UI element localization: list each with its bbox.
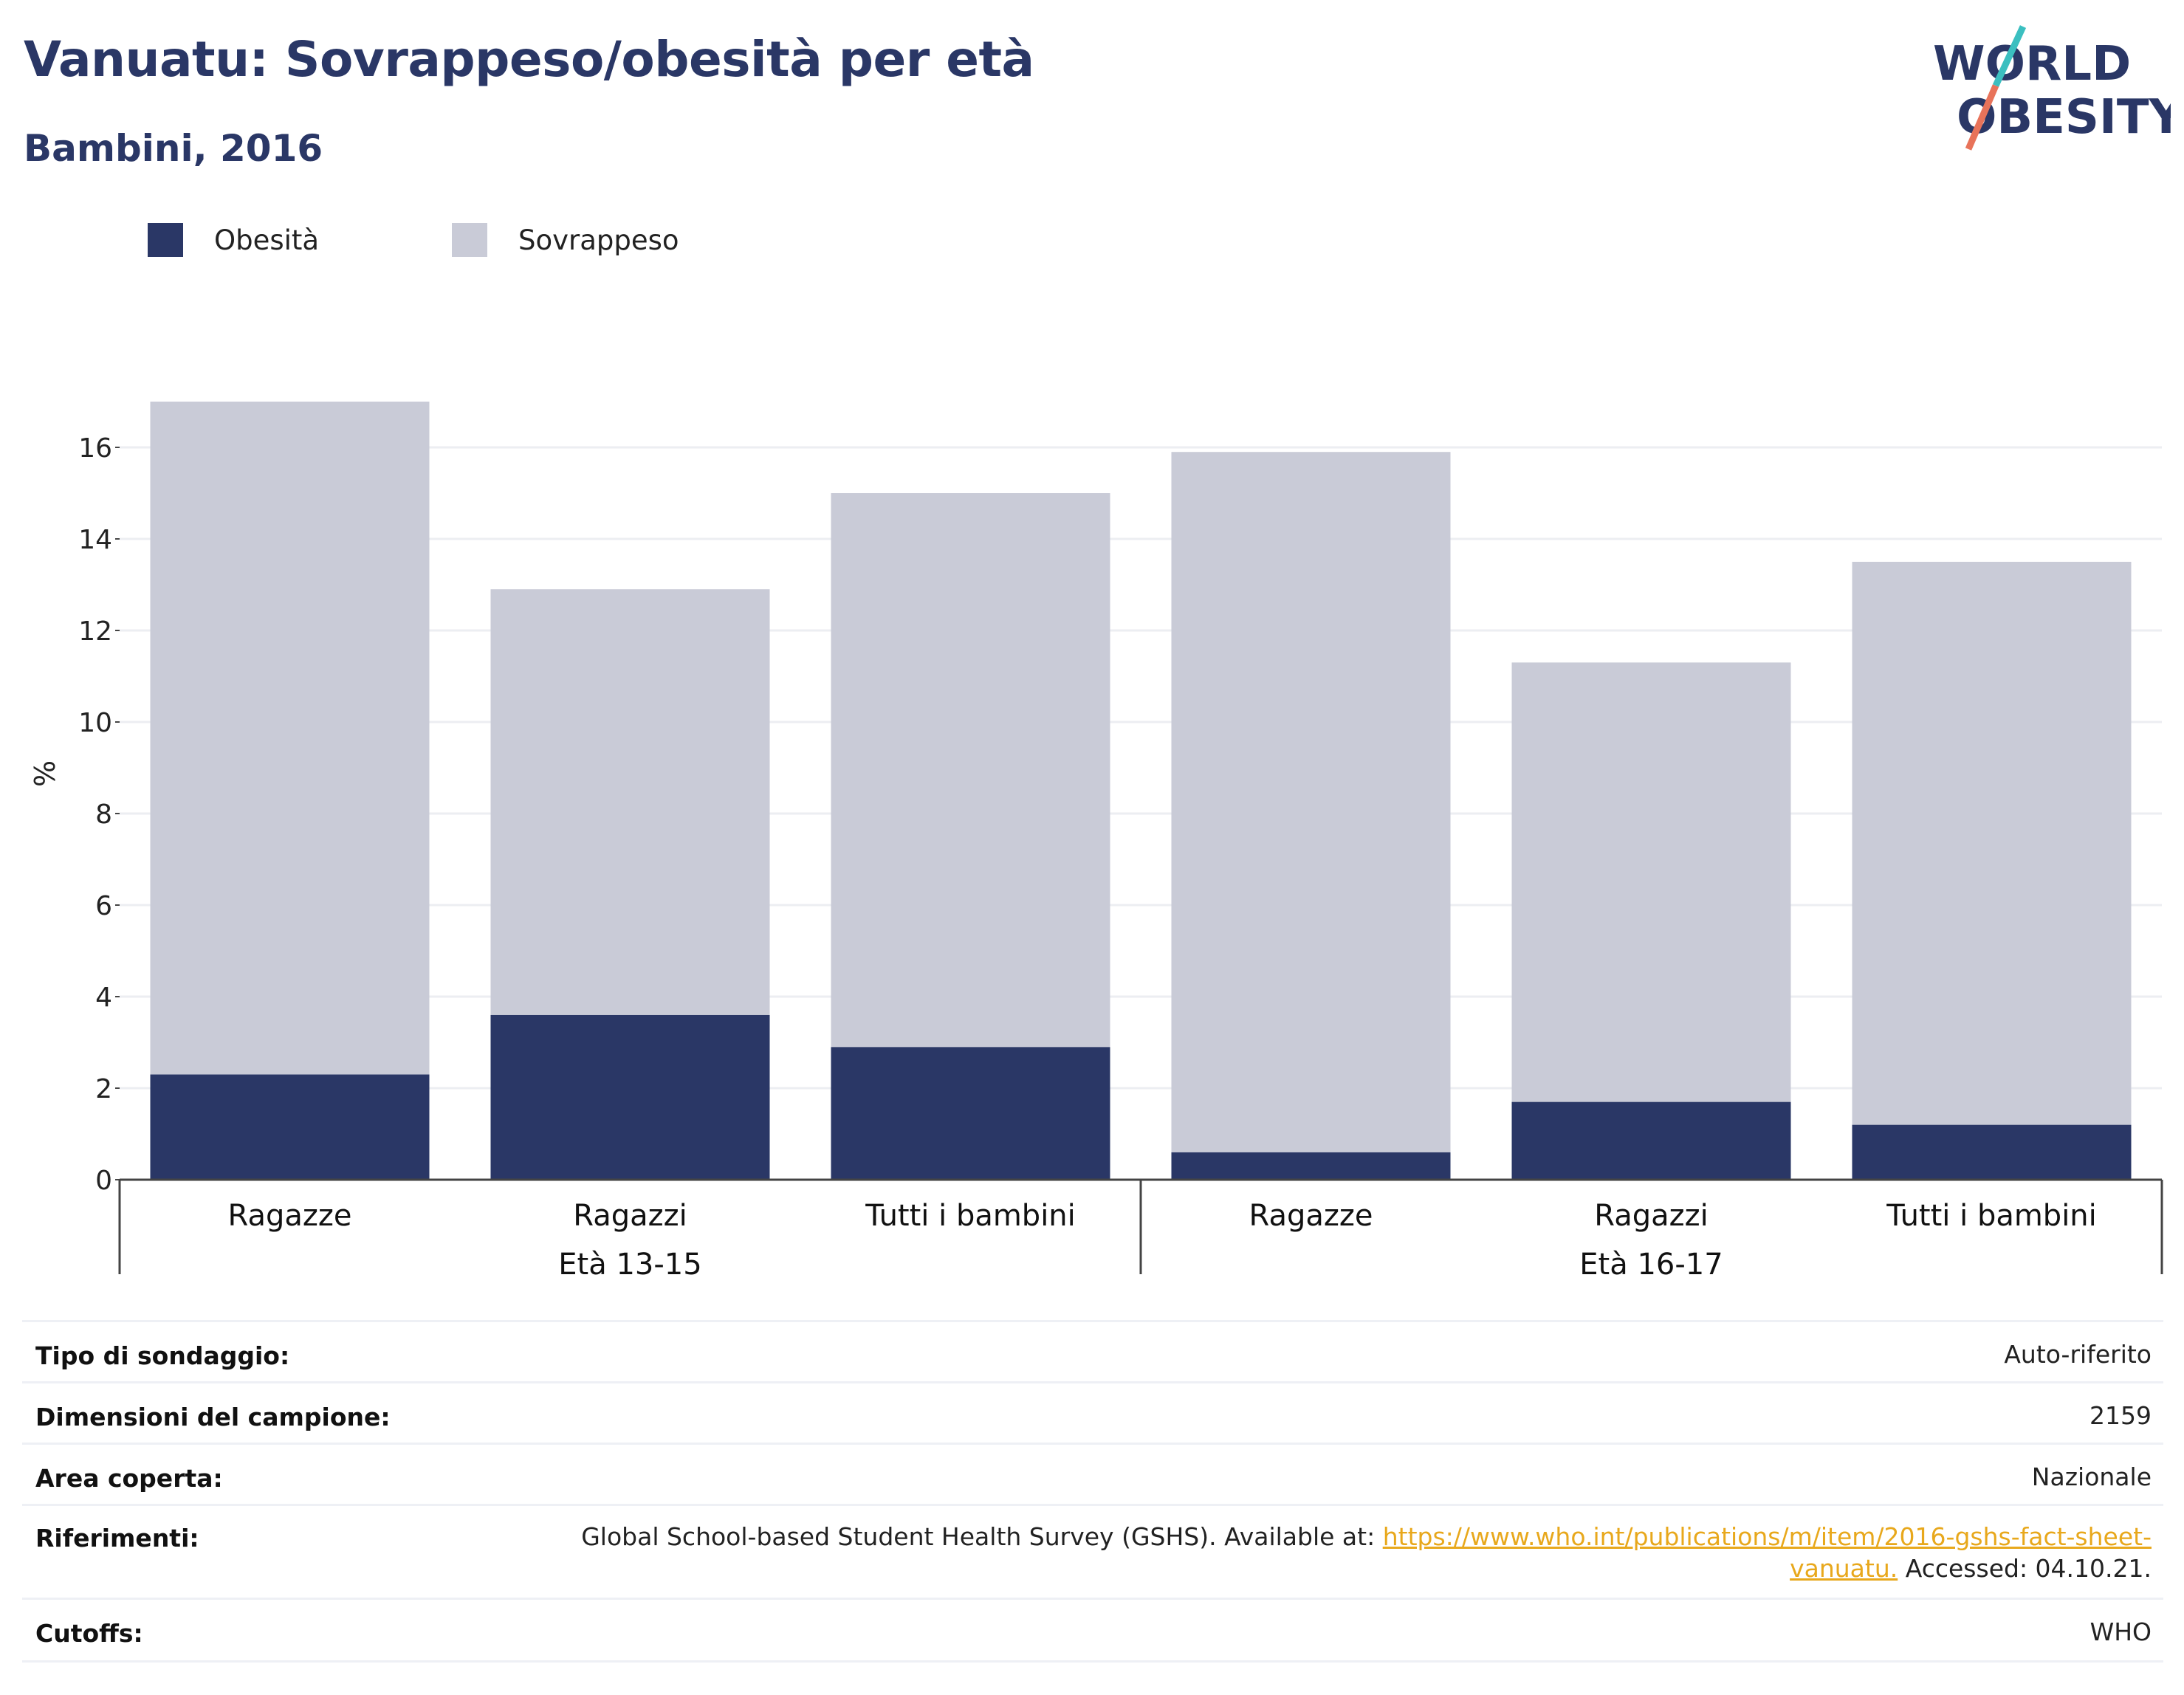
bar-obesita — [1171, 1152, 1451, 1180]
bar-sovrappeso — [1171, 452, 1451, 1152]
x-tick-label: Ragazzi — [573, 1199, 687, 1233]
bar-obesita — [1852, 1124, 2132, 1180]
info-table-bottom-border — [22, 1660, 2163, 1663]
reference-accessed: Accessed: 04.10.21. — [1898, 1554, 2152, 1583]
group-label: Età 16-17 — [1579, 1248, 1723, 1282]
info-label: Dimensioni del campione: — [35, 1403, 391, 1431]
bar-obesita — [490, 1014, 770, 1180]
x-tick-label: Ragazze — [228, 1199, 352, 1233]
info-value-references: Global School-based Student Health Surve… — [581, 1521, 2152, 1584]
info-value: WHO — [2089, 1617, 2152, 1646]
info-value: 2159 — [2089, 1401, 2152, 1430]
bar-obesita — [1511, 1101, 1791, 1180]
reference-text: Global School-based Student Health Surve… — [581, 1522, 1383, 1551]
legend-swatch-sovrappeso — [452, 223, 487, 257]
y-axis-label: % — [29, 760, 61, 787]
info-row-area: Area coperta: Nazionale — [22, 1443, 2163, 1504]
logo-slash-top — [1992, 25, 2027, 87]
x-tick-label: Ragazze — [1249, 1199, 1373, 1233]
y-tick-label: 14 — [78, 525, 112, 555]
page-subtitle: Bambini, 2016 — [24, 127, 323, 170]
info-row-cutoffs: Cutoffs: WHO — [22, 1598, 2163, 1660]
bar-sovrappeso — [490, 589, 770, 1015]
y-tick-label: 6 — [95, 891, 112, 921]
info-label: Area coperta: — [35, 1464, 223, 1493]
info-value: Nazionale — [2031, 1462, 2152, 1491]
info-label: Tipo di sondaggio: — [35, 1341, 290, 1370]
y-tick-label: 12 — [78, 616, 112, 647]
info-label: Riferimenti: — [35, 1524, 199, 1553]
stacked-bar-chart: 0 2 4 6 8 10 12 14 16% Ragazze Ragazzi Tutti i bamb… — [29, 402, 2163, 1282]
bar-sovrappeso — [831, 493, 1110, 1048]
bar-obesita — [150, 1074, 430, 1180]
y-tick-label: 10 — [78, 708, 112, 738]
info-label: Cutoffs: — [35, 1619, 143, 1648]
y-tick-label: 0 — [95, 1166, 112, 1196]
group-label: Età 13-15 — [558, 1248, 701, 1282]
world-obesity-logo: WORLD OBESITY — [1933, 25, 2171, 151]
x-tick-label: Tutti i bambini — [1886, 1199, 2097, 1233]
info-row-sample-size: Dimensioni del campione: 2159 — [22, 1381, 2163, 1443]
survey-info-table: Tipo di sondaggio: Auto-riferito Dimensi… — [22, 1320, 2163, 1663]
legend-label-obesita: Obesità — [214, 224, 320, 256]
bar-sovrappeso — [1511, 662, 1791, 1102]
y-tick-label: 2 — [95, 1074, 112, 1104]
x-tick-label: Ragazzi — [1594, 1199, 1708, 1233]
x-tick-label: Tutti i bambini — [865, 1199, 1076, 1233]
reference-link-line2[interactable]: vanuatu. — [1790, 1554, 1898, 1583]
logo-line1: WORLD — [1933, 37, 2131, 92]
page-title: Vanuatu: Sovrappeso/obesità per età — [24, 31, 1034, 88]
bar-sovrappeso — [150, 402, 430, 1075]
y-tick-label: 8 — [95, 800, 112, 830]
y-tick-label: 4 — [95, 983, 112, 1013]
info-value: Auto-riferito — [2004, 1340, 2152, 1369]
bar-obesita — [831, 1047, 1110, 1180]
info-row-survey-type: Tipo di sondaggio: Auto-riferito — [22, 1320, 2163, 1381]
y-tick-label: 16 — [78, 433, 112, 464]
reference-link-line1[interactable]: https://www.who.int/publications/m/item/… — [1382, 1522, 2152, 1551]
bar-sovrappeso — [1852, 562, 2132, 1125]
logo-slash-bottom — [1965, 84, 1999, 151]
legend-swatch-obesita — [148, 223, 183, 257]
info-row-references: Riferimenti: Global School-based Student… — [22, 1504, 2163, 1598]
legend-label-sovrappeso: Sovrappeso — [518, 224, 679, 256]
